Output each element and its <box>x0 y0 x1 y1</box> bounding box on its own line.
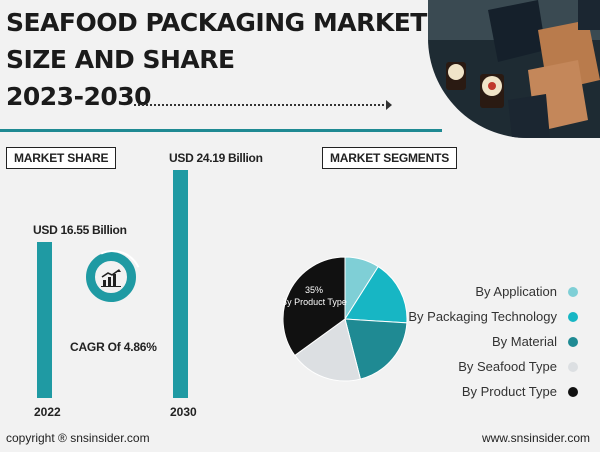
pie-label-pct: 35% <box>305 285 323 295</box>
market-share-heading: MARKET SHARE <box>6 147 117 169</box>
pie-slice-by-seafood-type <box>294 318 362 382</box>
title-line-1: SEAFOOD PACKAGING MARKET <box>6 8 427 37</box>
cagr-ring <box>86 252 136 302</box>
legend-label: By Product Type <box>461 384 557 399</box>
packaging-photo <box>428 0 600 138</box>
page-title: SEAFOOD PACKAGING MARKET SIZE AND SHARE … <box>6 4 427 115</box>
legend-item-by-product-type: By Product Type <box>462 384 578 399</box>
legend-item-by-application: By Application <box>475 284 578 299</box>
segments-pie-chart: 35% By Product Type <box>283 256 408 382</box>
cagr-label: CAGR Of 4.86% <box>70 340 157 354</box>
header-divider <box>0 129 442 132</box>
growth-chart-icon <box>100 269 122 287</box>
pie-slice-by-material <box>344 318 408 380</box>
bar-year-2030: 2030 <box>170 405 197 419</box>
legend-label: By Application <box>475 284 557 299</box>
pie-slice-by-packaging-technology <box>344 265 408 324</box>
website-text: www.snsinsider.com <box>481 431 590 445</box>
bar-value-label-2030: USD 24.19 Billion <box>169 151 263 165</box>
title-dotted-rule <box>134 104 388 106</box>
legend-swatch <box>568 311 578 322</box>
bar-year-2022: 2022 <box>34 405 61 419</box>
legend-item-by-packaging-technology: By Packaging Technology <box>408 309 578 324</box>
legend-label: By Seafood Type <box>458 359 557 374</box>
legend-item-by-material: By Material <box>492 334 578 349</box>
legend-swatch <box>568 361 578 372</box>
legend-item-by-seafood-type: By Seafood Type <box>458 359 578 374</box>
bar-value-label-2022: USD 16.55 Billion <box>33 223 127 237</box>
legend-swatch <box>568 336 578 347</box>
arrow-right-icon <box>386 100 392 110</box>
bar-2022 <box>37 242 52 398</box>
legend-label: By Packaging Technology <box>408 309 557 324</box>
pie-label-name: By Product Type <box>283 297 347 307</box>
bar-2030 <box>173 170 188 398</box>
title-line-3: 2023-2030 <box>6 82 152 111</box>
title-line-2: SIZE AND SHARE <box>6 45 235 74</box>
legend-swatch <box>568 286 578 297</box>
legend-swatch <box>568 386 578 397</box>
market-segments-heading: MARKET SEGMENTS <box>322 147 458 169</box>
pie-slice-by-product-type <box>283 256 346 357</box>
copyright-text: copyright ® snsinsider.com <box>6 431 150 445</box>
legend-label: By Material <box>491 334 557 349</box>
